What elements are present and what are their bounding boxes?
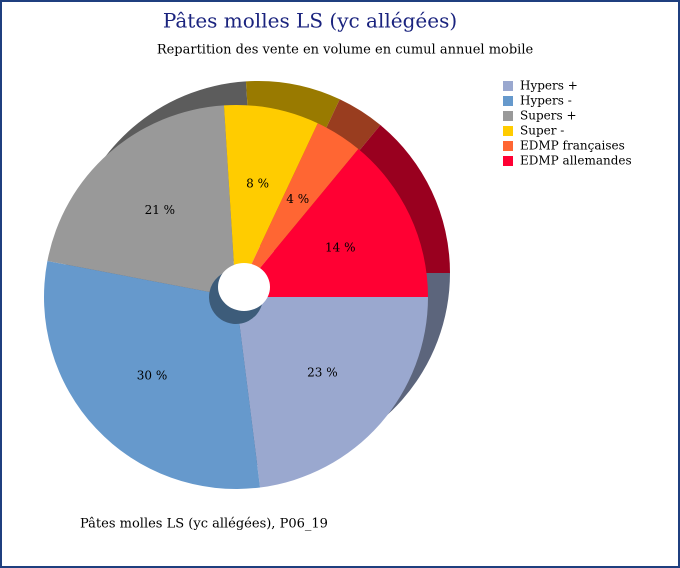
slice	[223, 105, 318, 273]
legend-swatch	[503, 126, 513, 136]
legend-label: Super -	[520, 124, 564, 138]
data-label: 21 %	[145, 203, 176, 217]
legend-swatch	[503, 156, 513, 166]
legend-label: Hypers +	[520, 79, 578, 93]
chart-title: Pâtes molles LS (yc allégées)	[163, 9, 457, 33]
slice	[47, 105, 235, 292]
legend-swatch	[503, 81, 513, 91]
legend-label: Hypers -	[520, 94, 572, 108]
hole	[218, 263, 270, 311]
slice	[43, 261, 261, 489]
legend-label: Supers +	[520, 109, 577, 123]
data-label: 4 %	[286, 192, 309, 206]
legend-swatch	[503, 96, 513, 106]
legend-swatch	[503, 141, 513, 151]
slice	[247, 123, 359, 277]
data-label: 14 %	[325, 240, 356, 254]
slice	[239, 297, 428, 488]
data-label: 30 %	[137, 368, 168, 382]
legend-swatch	[503, 111, 513, 121]
data-label: 23 %	[307, 366, 338, 380]
data-label: 8 %	[246, 176, 269, 190]
legend-label: EDMP allemandes	[520, 154, 632, 168]
legend-label: EDMP françaises	[520, 139, 625, 153]
chart-subtitle: Repartition des vente en volume en cumul…	[157, 43, 534, 58]
slice	[253, 149, 428, 297]
caption: Pâtes molles LS (yc allégées), P06_19	[80, 517, 328, 532]
